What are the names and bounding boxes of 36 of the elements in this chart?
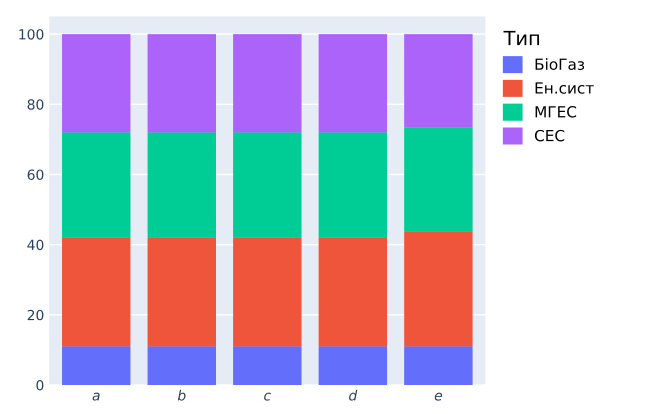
legend-label: МГЕС (536, 106, 576, 118)
bar (318, 34, 388, 132)
y-tick-label: 40 (27, 240, 44, 250)
bar (318, 132, 388, 238)
bar (318, 238, 388, 346)
legend-label: СЕС (534, 130, 564, 142)
bar (404, 232, 473, 346)
x-tick-label: b (178, 390, 186, 401)
bar (62, 132, 130, 238)
x-tick-label: c (264, 392, 271, 401)
legend-label: Ен.сист (536, 82, 594, 94)
y-tick-label: 0 (36, 380, 44, 390)
x-tick-label: e (434, 392, 442, 401)
y-tick-label: 100 (19, 29, 44, 40)
y-tick-label: 20 (28, 310, 44, 320)
bar (62, 238, 130, 346)
bar (233, 34, 302, 132)
bar (233, 346, 302, 386)
y-tick-label: 80 (28, 99, 44, 110)
bar (404, 34, 473, 128)
bar (148, 34, 216, 132)
bar (233, 132, 302, 238)
bar (318, 346, 388, 386)
bar (148, 346, 216, 386)
bar (404, 346, 473, 386)
bar (148, 238, 216, 346)
bar (404, 128, 473, 232)
x-tick-label: a (92, 392, 100, 401)
bar (148, 132, 216, 238)
legend-label: БіоГаз (536, 58, 584, 70)
legend-title: Тип (503, 30, 540, 46)
y-tick-label: 60 (28, 169, 44, 180)
bar (62, 34, 130, 132)
x-tick-label: d (349, 390, 358, 401)
bar (62, 346, 130, 386)
bar (233, 238, 302, 346)
